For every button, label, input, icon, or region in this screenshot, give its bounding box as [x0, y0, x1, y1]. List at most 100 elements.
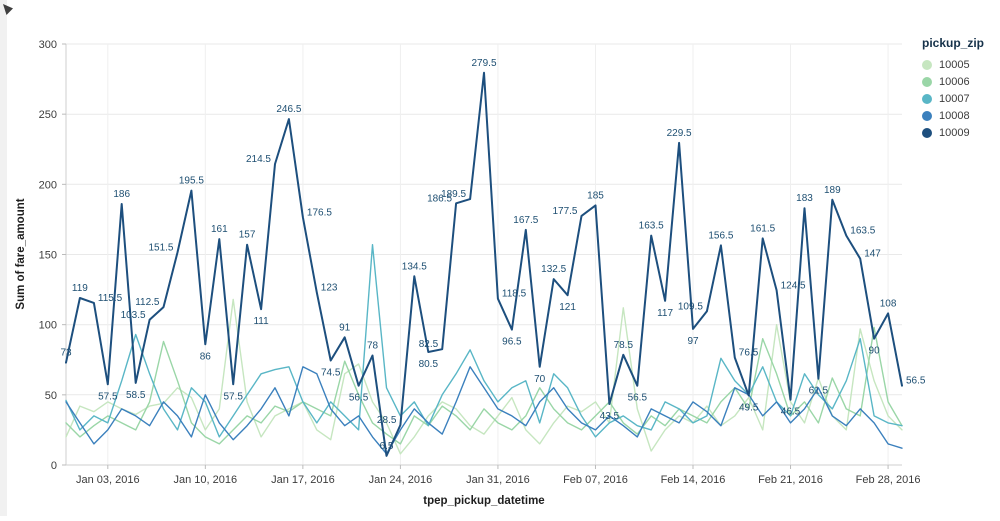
svg-text:163.5: 163.5: [850, 226, 875, 237]
svg-text:112.5: 112.5: [135, 297, 160, 308]
legend-item-label: 10005: [939, 59, 970, 71]
svg-text:74.5: 74.5: [321, 368, 341, 379]
svg-text:46.5: 46.5: [781, 407, 801, 418]
svg-text:300: 300: [39, 39, 57, 51]
legend-item-label: 10008: [939, 110, 970, 122]
legend-title: pickup_zip: [922, 36, 985, 50]
svg-text:161: 161: [211, 224, 228, 235]
svg-text:82.5: 82.5: [419, 339, 439, 350]
svg-text:100: 100: [39, 320, 57, 332]
svg-text:185: 185: [587, 190, 604, 201]
svg-text:117: 117: [657, 308, 673, 319]
legend-item-10007[interactable]: 10007: [922, 93, 997, 105]
svg-text:176.5: 176.5: [307, 207, 332, 218]
svg-text:97: 97: [687, 336, 699, 347]
svg-text:96.5: 96.5: [502, 337, 522, 348]
svg-text:124.5: 124.5: [781, 280, 806, 291]
svg-text:156.5: 156.5: [708, 230, 733, 241]
svg-text:229.5: 229.5: [667, 128, 692, 139]
svg-text:61.5: 61.5: [809, 386, 829, 397]
svg-text:70: 70: [534, 374, 546, 385]
svg-text:163.5: 163.5: [639, 221, 664, 232]
series-line-10009[interactable]: [65, 71, 903, 457]
series-line-10006[interactable]: [65, 326, 903, 445]
svg-text:119: 119: [72, 283, 88, 294]
svg-text:Feb 21, 2016: Feb 21, 2016: [758, 474, 823, 486]
svg-text:161.5: 161.5: [750, 223, 775, 234]
svg-text:57.5: 57.5: [98, 391, 118, 402]
legend-item-10008[interactable]: 10008: [922, 110, 997, 122]
svg-text:189.5: 189.5: [441, 189, 466, 200]
svg-text:73: 73: [60, 348, 72, 359]
svg-text:Jan 24, 2016: Jan 24, 2016: [369, 474, 433, 486]
svg-text:115.5: 115.5: [98, 293, 123, 304]
svg-text:90: 90: [869, 346, 881, 357]
gridlines: [66, 43, 902, 465]
legend-item-10006[interactable]: 10006: [922, 76, 997, 88]
svg-text:250: 250: [39, 109, 57, 121]
svg-text:121: 121: [559, 302, 576, 313]
svg-text:6.5: 6.5: [380, 441, 394, 452]
svg-text:Feb 14, 2016: Feb 14, 2016: [661, 474, 726, 486]
svg-text:151.5: 151.5: [148, 242, 173, 253]
svg-text:109.5: 109.5: [678, 301, 703, 312]
svg-text:147: 147: [864, 249, 881, 260]
svg-text:Feb 07, 2016: Feb 07, 2016: [563, 474, 628, 486]
svg-text:80.5: 80.5: [419, 359, 439, 370]
svg-text:Jan 17, 2016: Jan 17, 2016: [271, 474, 335, 486]
svg-text:183: 183: [796, 193, 813, 204]
svg-text:57.5: 57.5: [223, 391, 243, 402]
svg-text:28.5: 28.5: [377, 415, 397, 426]
svg-text:103.5: 103.5: [121, 310, 146, 321]
svg-text:186: 186: [113, 189, 130, 200]
page-left-gutter: [0, 0, 7, 516]
svg-text:Feb 28, 2016: Feb 28, 2016: [856, 474, 921, 486]
svg-text:111: 111: [253, 316, 269, 327]
svg-text:Jan 31, 2016: Jan 31, 2016: [466, 474, 530, 486]
svg-text:150: 150: [39, 250, 57, 262]
x-axis-title: tpep_pickup_datetime: [423, 495, 544, 507]
y-axis-title: Sum of fare_amount: [15, 198, 27, 309]
svg-text:195.5: 195.5: [179, 176, 204, 187]
svg-text:56.5: 56.5: [349, 393, 369, 404]
axes: [62, 43, 902, 469]
svg-text:177.5: 177.5: [552, 206, 577, 217]
svg-text:246.5: 246.5: [276, 104, 301, 115]
legend: pickup_zip 10005 10006 10007 10008 10009: [922, 36, 997, 144]
svg-text:214.5: 214.5: [246, 154, 271, 165]
series-line-10005[interactable]: [65, 298, 903, 455]
legend-item-10009[interactable]: 10009: [922, 127, 997, 139]
svg-text:43.5: 43.5: [600, 411, 620, 422]
svg-text:Jan 03, 2016: Jan 03, 2016: [76, 474, 140, 486]
svg-text:91: 91: [339, 322, 351, 333]
svg-text:134.5: 134.5: [402, 261, 427, 272]
svg-text:118.5: 118.5: [502, 289, 527, 300]
legend-item-label: 10006: [939, 76, 970, 88]
legend-swatch-icon: [922, 94, 932, 104]
svg-text:76.5: 76.5: [739, 348, 759, 359]
svg-text:Jan 10, 2016: Jan 10, 2016: [173, 474, 237, 486]
svg-text:56.5: 56.5: [906, 376, 926, 387]
series-line-10007[interactable]: [65, 243, 903, 438]
legend-swatch-icon: [922, 111, 932, 121]
svg-text:186.5: 186.5: [427, 193, 452, 204]
svg-text:49.5: 49.5: [739, 403, 759, 414]
legend-swatch-icon: [922, 128, 932, 138]
svg-text:78.5: 78.5: [614, 340, 634, 351]
svg-text:123: 123: [321, 282, 338, 293]
svg-text:56.5: 56.5: [628, 393, 648, 404]
series-line-10008[interactable]: [65, 366, 903, 455]
legend-item-label: 10009: [939, 127, 970, 139]
svg-text:108: 108: [880, 298, 897, 309]
legend-item-10005[interactable]: 10005: [922, 59, 997, 71]
svg-text:0: 0: [51, 460, 57, 472]
data-labels: 73 119 115.5 57.5 186 58.5 103.5 112.5 151.5 195.…: [60, 58, 925, 452]
svg-text:157: 157: [239, 230, 256, 241]
svg-text:86: 86: [200, 351, 212, 362]
x-tick-labels: Jan 03, 2016 Jan 10, 2016 Jan 17, 2016 Jan …: [76, 474, 921, 486]
svg-text:200: 200: [39, 179, 57, 191]
svg-text:189: 189: [824, 185, 841, 196]
plot-area[interactable]: [66, 44, 902, 465]
